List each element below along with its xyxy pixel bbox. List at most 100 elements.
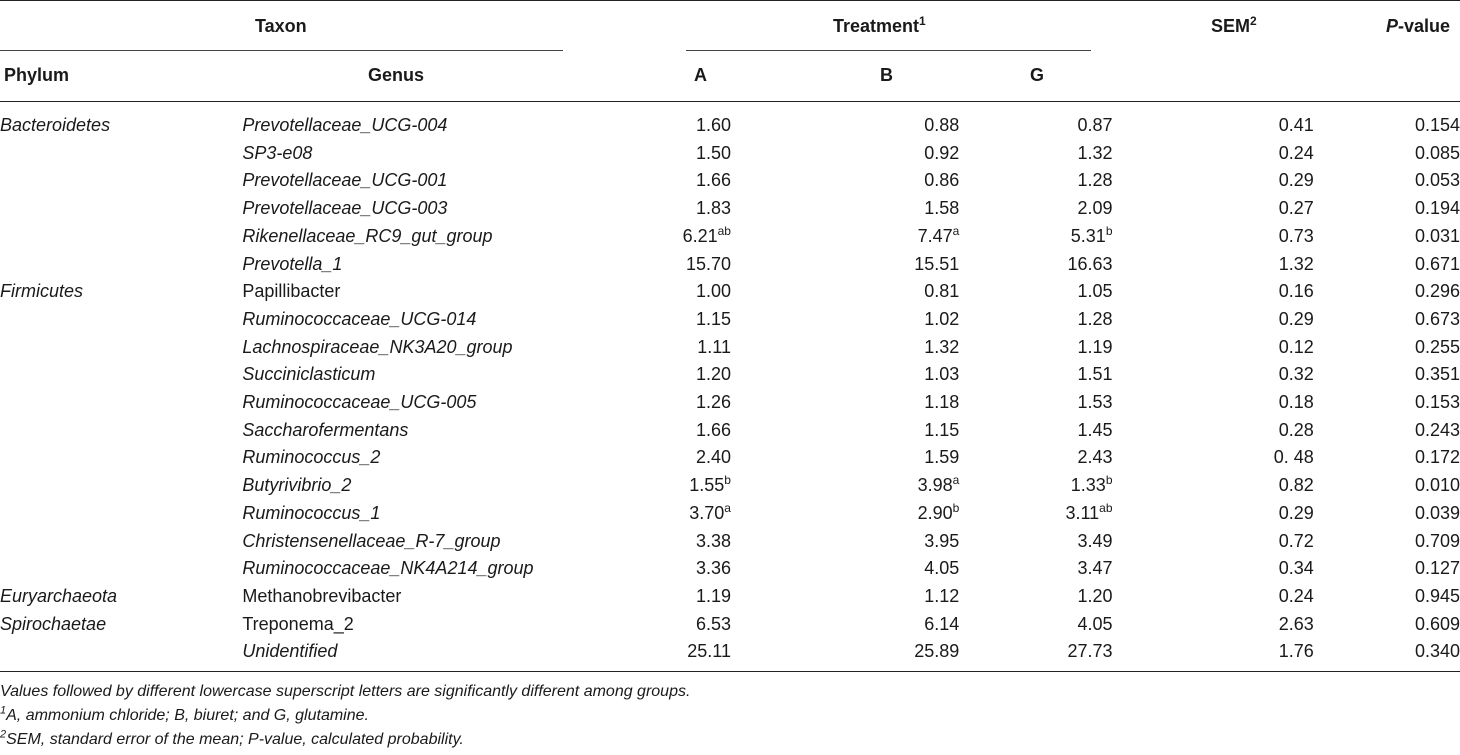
table-row: SP3-e08 1.50 0.92 1.32 0.24 0.085: [0, 140, 1460, 168]
phylum-cell: Bacteroidetes: [0, 115, 111, 135]
header-genus: Genus: [368, 65, 425, 85]
value-a-cell: 1.19: [695, 585, 731, 606]
sem-cell: 0.73: [1278, 225, 1314, 246]
sem-cell: 1.32: [1278, 253, 1314, 274]
data-table: Bacteroidetes Prevotellaceae_UCG-004 1.60 0…: [0, 112, 1460, 666]
phylum-cell: [0, 251, 242, 279]
genus-cell: Ruminococcus_1: [242, 502, 381, 523]
value-g-cell: 4.05: [1077, 613, 1113, 634]
sem-cell: 0.27: [1278, 198, 1314, 219]
value-b-cell: 1.02: [924, 308, 960, 329]
phylum-cell: [0, 140, 242, 168]
header-b: B: [880, 65, 893, 85]
value-b-cell: 7.47a: [917, 223, 960, 246]
pvalue-cell: 0.671: [1414, 253, 1460, 274]
sem-cell: 0. 48: [1273, 447, 1314, 468]
pvalue-cell: 0.351: [1414, 364, 1460, 385]
value-a-cell: 25.11: [687, 641, 731, 662]
value-g-cell: 1.33b: [1070, 473, 1113, 496]
value-a-cell: 1.20: [695, 364, 731, 385]
value-a-cell: 1.55b: [689, 473, 731, 496]
genus-cell: Ruminococcus_2: [242, 447, 381, 468]
value-b-cell: 0.88: [924, 115, 960, 135]
value-g-cell: 1.32: [1077, 142, 1113, 163]
genus-cell: Prevotellaceae_UCG-004: [242, 115, 448, 135]
value-g-cell: 5.31b: [1070, 223, 1113, 246]
table-row: Saccharofermentans 1.66 1.15 1.45 0.28 0.243: [0, 417, 1460, 445]
pvalue-cell: 0.609: [1414, 613, 1460, 634]
pvalue-cell: 0.945: [1414, 585, 1460, 606]
header-taxon: Taxon: [255, 16, 307, 36]
value-a-cell: 15.70: [685, 253, 731, 274]
table-row: Lachnospiraceae_NK3A20_group 1.11 1.32 1.19…: [0, 334, 1460, 362]
value-b-cell: 0.92: [924, 142, 960, 163]
sem-cell: 0.12: [1278, 336, 1314, 357]
value-g-cell: 16.63: [1067, 253, 1113, 274]
value-g-cell: 1.19: [1077, 336, 1113, 357]
value-b-cell: 0.81: [924, 281, 960, 302]
phylum-cell: [0, 638, 242, 666]
pvalue-cell: 0.085: [1414, 142, 1460, 163]
pvalue-cell: 0.243: [1414, 419, 1460, 440]
sem-cell: 0.16: [1278, 281, 1314, 302]
value-b-cell: 1.15: [924, 419, 960, 440]
value-b-cell: 1.58: [924, 198, 960, 219]
taxon-underline: [0, 50, 563, 51]
value-g-cell: 1.45: [1077, 419, 1113, 440]
footnote-significance: Values followed by different lowercase s…: [0, 683, 691, 700]
table-row: Unidentified 25.11 25.89 27.73 1.76 0.340: [0, 638, 1460, 666]
table-row: Bacteroidetes Prevotellaceae_UCG-004 1.60 0…: [0, 112, 1460, 140]
sem-cell: 0.29: [1278, 170, 1314, 191]
pvalue-cell: 0.709: [1414, 530, 1460, 551]
pvalue-cell: 0.010: [1414, 475, 1460, 496]
value-a-cell: 2.40: [695, 447, 731, 468]
sem-cell: 0.18: [1278, 392, 1314, 413]
value-g-cell: 3.47: [1077, 558, 1113, 579]
pvalue-cell: 0.127: [1414, 558, 1460, 579]
footnote-sem: 2SEM, standard error of the mean; P-valu…: [0, 728, 464, 748]
sem-cell: 2.63: [1278, 613, 1314, 634]
phylum-cell: [0, 472, 242, 500]
sem-cell: 0.29: [1278, 502, 1314, 523]
value-b-cell: 15.51: [914, 253, 960, 274]
value-b-cell: 2.90b: [917, 500, 960, 523]
genus-cell: Ruminococcaceae_UCG-005: [242, 392, 477, 413]
phylum-cell: Euryarchaeota: [0, 585, 118, 606]
genus-cell: Prevotellaceae_UCG-001: [242, 170, 448, 191]
phylum-cell: [0, 500, 242, 528]
value-b-cell: 3.95: [924, 530, 960, 551]
sem-cell: 0.82: [1278, 475, 1314, 496]
value-a-cell: 1.26: [695, 392, 731, 413]
footnote-treatment: 1A, ammonium chloride; B, biuret; and G,…: [0, 704, 369, 724]
header-pvalue: P-value: [1386, 16, 1451, 36]
phylum-cell: Firmicutes: [0, 281, 84, 302]
pvalue-cell: 0.296: [1414, 281, 1460, 302]
sem-cell: 0.24: [1278, 142, 1314, 163]
value-g-cell: 3.49: [1077, 530, 1113, 551]
phylum-cell: [0, 528, 242, 556]
table-row: Firmicutes Papillibacter 1.00 0.81 1.05 0.16 0…: [0, 278, 1460, 306]
value-b-cell: 1.59: [924, 447, 960, 468]
value-a-cell: 6.53: [695, 613, 731, 634]
table-row: Spirochaetae Treponema_2 6.53 6.14 4.05 2.63 0…: [0, 611, 1460, 639]
pvalue-cell: 0.673: [1414, 308, 1460, 329]
value-a-cell: 1.66: [695, 170, 731, 191]
value-a-cell: 1.66: [695, 419, 731, 440]
phylum-cell: [0, 223, 242, 251]
phylum-cell: [0, 334, 242, 362]
pvalue-cell: 0.039: [1414, 502, 1460, 523]
value-b-cell: 4.05: [924, 558, 960, 579]
treatment-underline: [686, 50, 1091, 51]
genus-cell: Prevotella_1: [242, 253, 343, 274]
value-b-cell: 1.12: [924, 585, 960, 606]
table-row: Ruminococcaceae_NK4A214_group 3.36 4.05 3.4…: [0, 555, 1460, 583]
top-rule: [0, 0, 1460, 1]
value-g-cell: 2.09: [1077, 198, 1113, 219]
phylum-cell: Spirochaetae: [0, 613, 107, 634]
value-g-cell: 2.43: [1077, 447, 1113, 468]
value-a-cell: 1.83: [695, 198, 731, 219]
footnotes: Values followed by different lowercase s…: [0, 680, 1460, 752]
value-g-cell: 1.53: [1077, 392, 1113, 413]
genus-cell: Papillibacter: [242, 281, 341, 302]
